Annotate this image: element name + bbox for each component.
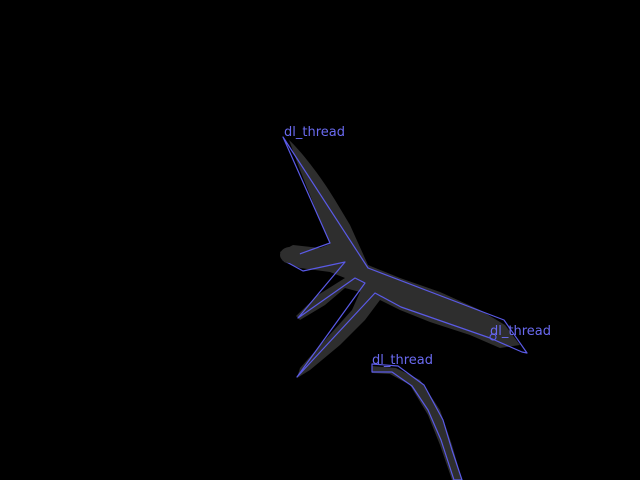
- dl-thread-outline-2: [371, 363, 463, 480]
- main-silhouette: [280, 140, 520, 378]
- silhouette-shape: [280, 140, 520, 378]
- label-dl-thread-3: dl_thread: [372, 353, 433, 368]
- label-dl-thread-1: dl_thread: [284, 125, 345, 140]
- dl-thread-outline-1: [282, 136, 528, 378]
- label-dl-thread-2: dl_thread: [490, 324, 551, 339]
- dl-thread-point: [489, 333, 497, 341]
- silhouette-blob: [280, 247, 300, 263]
